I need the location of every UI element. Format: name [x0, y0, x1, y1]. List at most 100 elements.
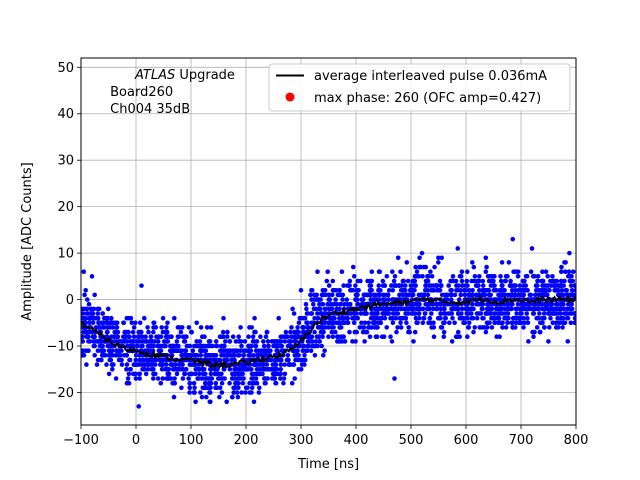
sample-point	[187, 353, 192, 358]
sample-point	[315, 311, 320, 316]
sample-point	[292, 353, 298, 358]
sample-point	[100, 311, 105, 316]
sample-point	[151, 376, 156, 381]
sample-point	[348, 311, 353, 316]
sample-point	[92, 292, 97, 298]
sample-point	[164, 325, 169, 330]
sample-point	[474, 315, 480, 321]
sample-point	[81, 353, 84, 358]
sample-point	[248, 367, 253, 372]
sample-point	[195, 376, 200, 381]
sample-point	[540, 283, 545, 288]
sample-point	[363, 311, 369, 316]
sample-point	[522, 301, 527, 307]
sample-point	[259, 348, 264, 354]
sample-point	[282, 371, 288, 377]
sample-point	[172, 376, 177, 381]
sample-point	[131, 325, 137, 330]
sample-point	[96, 320, 101, 326]
sample-point	[285, 357, 291, 363]
sample-point	[567, 278, 573, 284]
sample-point	[149, 367, 154, 372]
sample-point	[465, 315, 470, 321]
sample-point	[250, 376, 256, 381]
sample-point	[470, 301, 475, 307]
sample-point	[339, 315, 345, 321]
sample-point	[130, 329, 136, 335]
sample-point	[558, 278, 564, 284]
sample-point	[410, 306, 415, 312]
sample-point	[413, 274, 419, 279]
sample-point	[498, 274, 503, 279]
sample-point	[232, 348, 237, 354]
sample-point	[241, 367, 247, 372]
sample-point	[189, 371, 194, 377]
sample-point	[302, 362, 307, 367]
sample-point	[155, 376, 161, 381]
sample-point	[488, 311, 493, 316]
sample-point	[217, 385, 223, 391]
sample-point	[105, 343, 111, 349]
sample-point	[452, 292, 458, 298]
sample-point	[110, 367, 115, 372]
sample-point	[322, 348, 327, 354]
sample-point	[436, 260, 441, 265]
sample-point	[278, 371, 284, 377]
sample-point	[275, 357, 280, 363]
sample-point	[175, 325, 181, 330]
sample-point	[489, 325, 495, 330]
sample-point	[461, 288, 467, 293]
sample-point	[480, 278, 486, 284]
sample-point	[88, 306, 94, 312]
sample-point	[194, 320, 199, 326]
sample-point	[489, 274, 495, 279]
sample-point	[388, 334, 393, 340]
sample-point	[224, 399, 229, 405]
sample-point	[494, 288, 499, 293]
sample-point	[398, 325, 404, 330]
sample-point	[377, 269, 383, 275]
sample-point	[472, 325, 478, 330]
sample-point	[281, 334, 286, 340]
sample-point	[300, 325, 306, 330]
sample-point	[234, 390, 240, 395]
sample-point	[347, 278, 353, 284]
sample-point	[514, 311, 519, 316]
sample-point	[213, 371, 218, 377]
sample-point	[276, 315, 282, 321]
sample-point	[431, 288, 436, 293]
sample-point	[535, 306, 540, 312]
sample-point	[339, 339, 345, 344]
sample-point	[465, 334, 470, 340]
sample-point	[350, 339, 355, 344]
sample-point	[191, 390, 197, 395]
sample-point	[124, 315, 130, 321]
sample-point	[413, 264, 418, 270]
sample-point	[233, 376, 238, 381]
sample-point	[289, 380, 295, 386]
sample-point	[550, 320, 556, 326]
sample-point	[499, 306, 504, 312]
sample-point	[542, 325, 547, 330]
sample-point	[258, 334, 263, 340]
sample-point	[187, 390, 192, 395]
sample-point	[151, 320, 156, 326]
sample-point	[531, 306, 537, 312]
y-tick-label: 40	[57, 107, 74, 122]
sample-point	[426, 283, 432, 288]
sample-point	[250, 334, 256, 340]
sample-point	[362, 339, 367, 344]
sample-point	[279, 343, 285, 349]
sample-point	[81, 339, 84, 344]
sample-point	[487, 306, 492, 312]
sample-point	[318, 311, 324, 316]
sample-point	[420, 320, 426, 326]
sample-point	[486, 278, 492, 284]
sample-point	[87, 320, 92, 326]
sample-point	[333, 297, 338, 302]
sample-point	[413, 301, 418, 307]
sample-point	[489, 315, 494, 321]
sample-point	[253, 343, 258, 349]
sample-point	[214, 343, 220, 349]
